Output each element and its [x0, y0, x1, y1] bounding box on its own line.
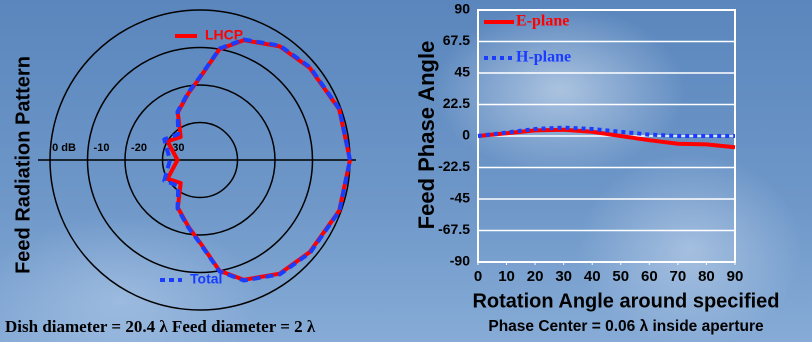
- x-tick-label: 0: [474, 268, 482, 285]
- x-tick-label: 70: [670, 268, 687, 285]
- y-tick-label: 45: [454, 64, 470, 80]
- y-tick-label: 90: [454, 1, 470, 17]
- line-y-label: Feed Phase Angle: [414, 41, 439, 230]
- y-tick-label: -90: [450, 253, 470, 269]
- polar-y-label: Feed Radiation Pattern: [12, 56, 34, 274]
- legend-label: Total: [190, 271, 222, 287]
- y-tick-label: -22.5: [438, 158, 470, 174]
- line-caption: Phase Center = 0.06 λ inside aperture: [488, 318, 764, 335]
- y-tick-label: 0: [462, 127, 470, 143]
- y-tick-label: -45: [450, 190, 470, 206]
- x-tick-label: 10: [498, 268, 515, 285]
- legend-label: H-plane: [516, 49, 571, 66]
- series-line: [477, 125, 735, 138]
- polar-ring: [124, 84, 276, 236]
- x-tick-label: 80: [698, 268, 715, 285]
- polar-ring: [86, 46, 314, 274]
- x-tick-label: 90: [727, 268, 744, 285]
- polar-caption: Dish diameter = 20.4 λ Feed diameter = 2…: [5, 317, 316, 336]
- x-tick-label: 50: [612, 268, 629, 285]
- line-x-label: Rotation Angle around specified: [472, 290, 779, 312]
- r-tick-label: 0 dB: [52, 142, 76, 154]
- legend-label: LHCP: [205, 27, 243, 43]
- legend-label: E-plane: [516, 13, 569, 30]
- r-tick-label: -10: [94, 142, 110, 154]
- x-tick-label: 60: [641, 268, 658, 285]
- x-tick-label: 20: [527, 268, 544, 285]
- y-tick-label: 67.5: [443, 32, 470, 48]
- x-tick-label: 30: [555, 268, 572, 285]
- r-tick-label: -20: [131, 142, 147, 154]
- pattern-line: [162, 37, 352, 283]
- y-tick-label: -67.5: [438, 221, 470, 237]
- y-tick-label: 22.5: [443, 95, 470, 111]
- polar-ring: [161, 121, 239, 199]
- x-tick-label: 40: [584, 268, 601, 285]
